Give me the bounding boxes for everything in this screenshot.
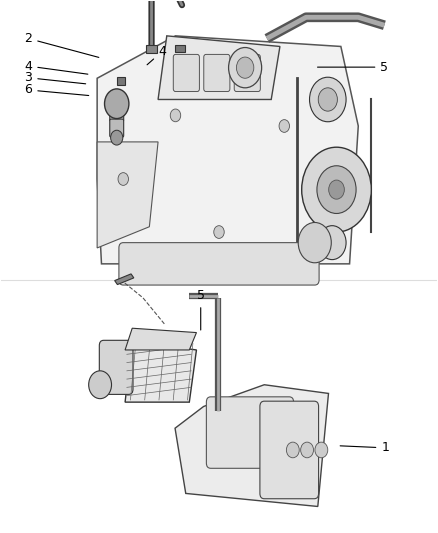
- FancyBboxPatch shape: [110, 103, 124, 121]
- Polygon shape: [125, 328, 197, 350]
- Text: 2: 2: [25, 32, 99, 58]
- FancyBboxPatch shape: [204, 54, 230, 92]
- Text: 5: 5: [197, 289, 205, 330]
- FancyBboxPatch shape: [110, 119, 124, 137]
- Text: 1: 1: [340, 441, 389, 454]
- FancyBboxPatch shape: [117, 77, 125, 85]
- Text: 5: 5: [318, 61, 389, 74]
- FancyBboxPatch shape: [119, 243, 319, 285]
- FancyBboxPatch shape: [173, 54, 199, 92]
- Polygon shape: [115, 274, 134, 285]
- Circle shape: [302, 147, 371, 232]
- FancyBboxPatch shape: [234, 54, 260, 92]
- Text: 6: 6: [25, 84, 89, 96]
- FancyBboxPatch shape: [99, 340, 133, 394]
- Circle shape: [118, 173, 128, 185]
- Circle shape: [300, 442, 314, 458]
- Circle shape: [237, 57, 254, 78]
- Circle shape: [328, 180, 344, 199]
- FancyBboxPatch shape: [206, 397, 293, 469]
- Polygon shape: [125, 341, 197, 402]
- Text: 4: 4: [25, 60, 88, 74]
- Polygon shape: [97, 142, 158, 248]
- Circle shape: [111, 130, 123, 145]
- Circle shape: [170, 109, 181, 122]
- FancyBboxPatch shape: [260, 401, 318, 499]
- Circle shape: [286, 442, 299, 458]
- Circle shape: [315, 442, 328, 458]
- FancyBboxPatch shape: [146, 45, 157, 53]
- Circle shape: [310, 77, 346, 122]
- Circle shape: [105, 89, 129, 118]
- Polygon shape: [97, 36, 358, 264]
- Text: 3: 3: [25, 71, 86, 84]
- FancyBboxPatch shape: [176, 45, 185, 52]
- Circle shape: [88, 371, 112, 399]
- Text: 4: 4: [147, 45, 166, 65]
- Circle shape: [317, 166, 356, 214]
- Circle shape: [214, 225, 224, 238]
- Circle shape: [298, 222, 331, 263]
- Circle shape: [279, 119, 290, 132]
- Polygon shape: [158, 36, 280, 100]
- Polygon shape: [175, 385, 328, 506]
- Circle shape: [229, 47, 261, 88]
- Circle shape: [318, 225, 346, 260]
- Circle shape: [318, 88, 337, 111]
